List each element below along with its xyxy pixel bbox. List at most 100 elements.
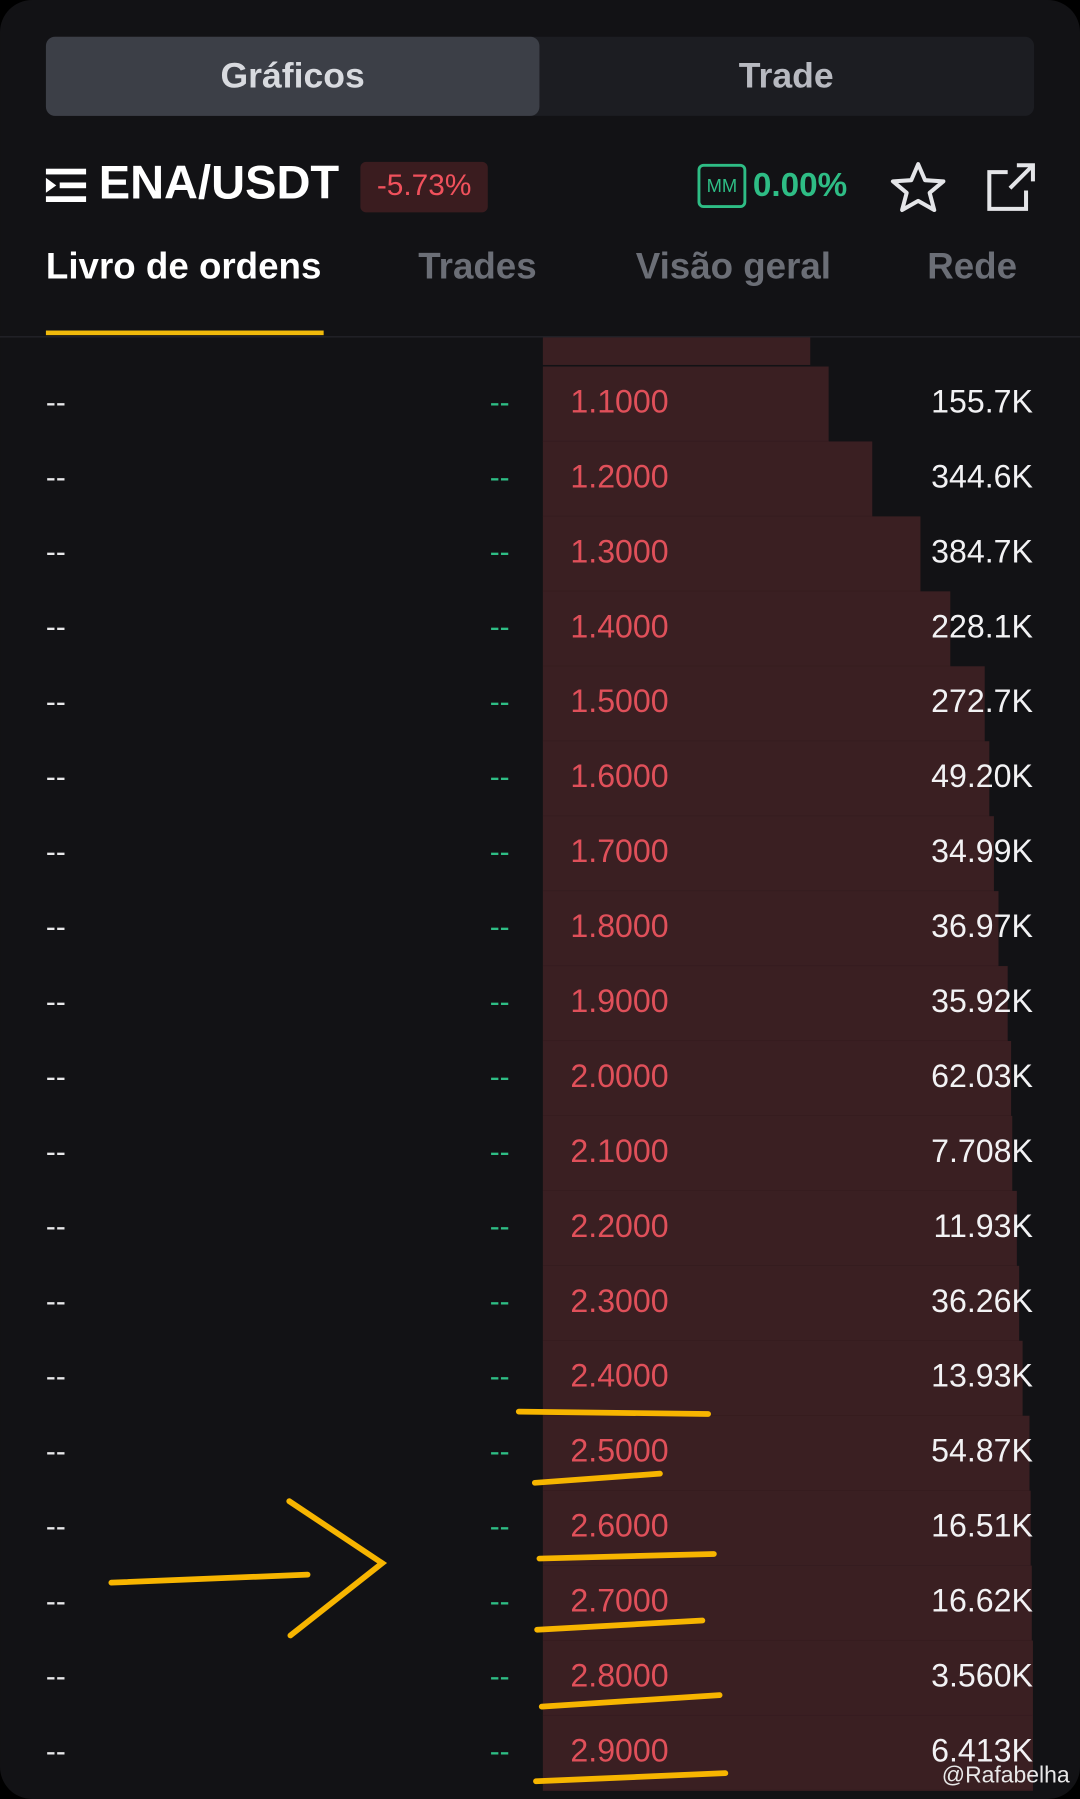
- mm-badge: [697, 163, 747, 209]
- depth-bar: [542, 1565, 1032, 1641]
- ask-price: 1.6000: [570, 758, 668, 794]
- bid-price: --: [490, 1435, 510, 1468]
- bid-price: --: [490, 1735, 510, 1768]
- bid-price: --: [490, 761, 510, 794]
- ask-price: 1.7000: [570, 833, 668, 869]
- ask-price: 2.4000: [570, 1358, 668, 1394]
- ask-price: 1.8000: [570, 908, 668, 944]
- ask-quantity: 228.1K: [931, 608, 1033, 644]
- depth-bar: [542, 1190, 1017, 1266]
- bid-price: --: [490, 386, 510, 419]
- subtab[interactable]: Trades: [418, 245, 536, 286]
- ask-quantity: 36.26K: [931, 1283, 1033, 1319]
- annotation: [108, 1408, 729, 1785]
- bid-quantity: --: [46, 611, 66, 644]
- ask-quantity: 54.87K: [931, 1433, 1033, 1469]
- ask-quantity: 7.708K: [931, 1133, 1033, 1169]
- order-book: -- -- 1.1000 155.7K -- -- 1.2000 344.6K -- -- 1.30…: [46, 366, 1034, 1792]
- pair: ENA/USDT: [99, 155, 340, 208]
- ask-price: 2.2000: [570, 1208, 668, 1244]
- ask-quantity: 34.99K: [931, 833, 1033, 869]
- bid-quantity: --: [46, 985, 66, 1018]
- bid-quantity: --: [46, 1210, 66, 1243]
- bid-price: --: [490, 536, 510, 569]
- bid-quantity: --: [46, 536, 66, 569]
- ask-price: 1.2000: [570, 458, 668, 494]
- bid-quantity: --: [46, 1510, 66, 1543]
- ask-price: 2.3000: [570, 1283, 668, 1319]
- subtab[interactable]: Rede: [927, 245, 1017, 286]
- depth-bar: [542, 1490, 1031, 1566]
- bid-price: --: [490, 836, 510, 869]
- bid-price: --: [490, 1510, 510, 1543]
- depth-bar: [542, 741, 990, 817]
- ask-quantity: 344.6K: [931, 458, 1033, 494]
- depth-bar: [542, 441, 873, 517]
- bid-price: --: [490, 1135, 510, 1168]
- bid-quantity: --: [46, 1735, 66, 1768]
- depth-bar: [542, 366, 829, 442]
- ask-price: 2.5000: [570, 1433, 668, 1469]
- ask-price: 1.9000: [570, 983, 668, 1019]
- ask-price: 2.1000: [570, 1133, 668, 1169]
- ask-quantity: 3.560K: [931, 1658, 1033, 1694]
- ask-price: 2.9000: [570, 1732, 668, 1768]
- ask-price: 2.7000: [570, 1583, 668, 1619]
- bid-quantity: --: [46, 686, 66, 719]
- ask-quantity: 6.413K: [931, 1732, 1033, 1768]
- ask-quantity: 35.92K: [931, 983, 1033, 1019]
- bid-price: --: [490, 910, 510, 943]
- ask-price: 2.6000: [570, 1508, 668, 1544]
- depth-bar: [542, 591, 951, 667]
- tab-active-bg: [45, 36, 540, 116]
- ask-quantity: 11.93K: [933, 1208, 1033, 1244]
- bid-quantity: --: [46, 1135, 66, 1168]
- bid-price: --: [490, 686, 510, 719]
- ask-price: 1.3000: [570, 533, 668, 569]
- tab[interactable]: Gráficos: [221, 55, 365, 95]
- bid-quantity: --: [46, 1435, 66, 1468]
- depth-bar: [542, 516, 921, 592]
- bid-price: --: [490, 611, 510, 644]
- bid-quantity: --: [46, 910, 66, 943]
- depth-bar: [542, 1041, 1012, 1116]
- depth-bar: [542, 966, 1008, 1042]
- ask-quantity: 155.7K: [931, 383, 1033, 419]
- bid-quantity: --: [46, 461, 66, 494]
- ask-quantity: 16.51K: [931, 1508, 1033, 1544]
- bid-quantity: --: [46, 1360, 66, 1393]
- depth-bar: [542, 1265, 1020, 1341]
- ask-quantity: 16.62K: [931, 1583, 1033, 1619]
- ask-price: 1.1000: [570, 383, 668, 419]
- bid-quantity: --: [46, 386, 66, 419]
- ask-quantity: 272.7K: [931, 683, 1033, 719]
- ask-price: 1.4000: [570, 608, 668, 644]
- ask-price: 1.5000: [570, 683, 668, 719]
- bid-price: --: [490, 1060, 510, 1093]
- bid-price: --: [490, 1585, 510, 1618]
- menu-icon[interactable]: [45, 168, 87, 202]
- favorite-icon[interactable]: [890, 162, 946, 213]
- depth-bar: [542, 816, 994, 892]
- depth-bar: [542, 891, 999, 967]
- bid-quantity: --: [46, 1285, 66, 1318]
- subtab-indicator: [45, 330, 324, 336]
- share-icon[interactable]: [987, 163, 1035, 211]
- bid-quantity: --: [46, 1060, 66, 1093]
- bid-quantity: --: [46, 836, 66, 869]
- tab[interactable]: Trade: [739, 55, 834, 95]
- change: -5.73%: [377, 169, 472, 202]
- bid-price: --: [490, 1360, 510, 1393]
- ask-quantity: 49.20K: [931, 758, 1033, 794]
- bid-price: --: [490, 985, 510, 1018]
- ask-quantity: 13.93K: [931, 1358, 1033, 1394]
- watermark: @Rafabelha: [942, 1762, 1070, 1788]
- bid-quantity: --: [46, 1585, 66, 1618]
- depth-bar-partial: [542, 337, 811, 365]
- depth-bar: [542, 1115, 1013, 1191]
- subtab[interactable]: Livro de ordens: [46, 245, 321, 286]
- bid-quantity: --: [46, 761, 66, 794]
- subtab[interactable]: Visão geral: [636, 245, 831, 286]
- ask-price: 2.0000: [570, 1058, 668, 1094]
